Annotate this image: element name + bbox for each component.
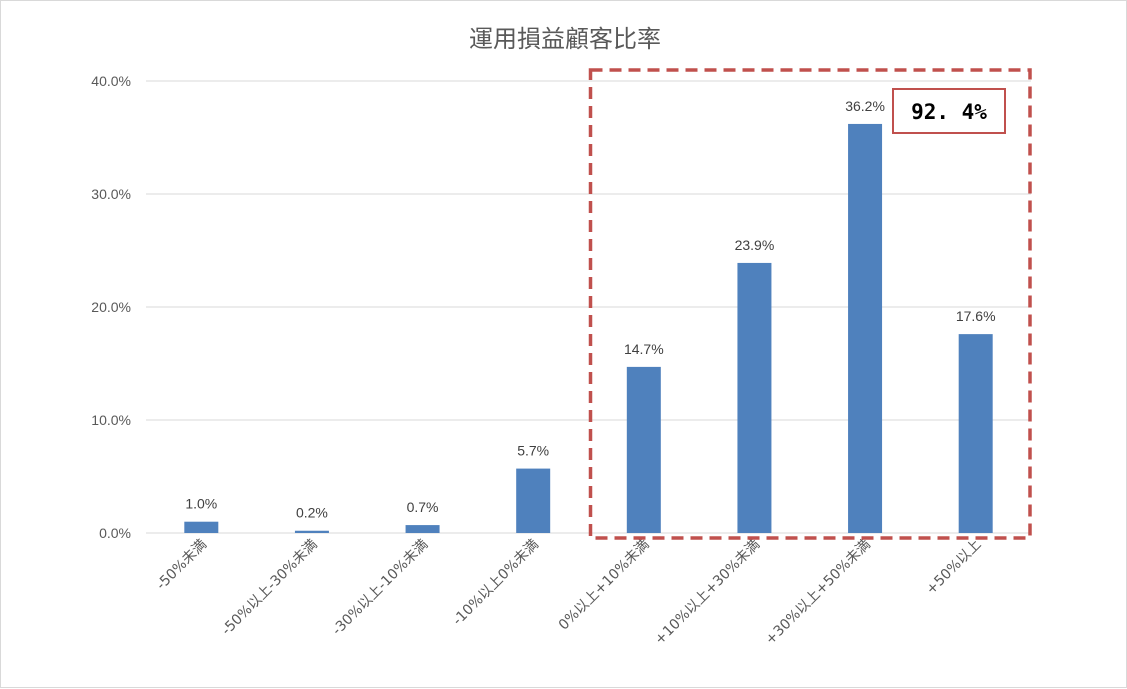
bar <box>405 525 440 533</box>
bar <box>184 521 219 533</box>
y-tick-label: 30.0% <box>91 186 131 202</box>
data-label: 0.2% <box>296 505 328 521</box>
highlight-total-callout <box>892 88 1006 134</box>
x-tick-label: -50%以上-30%未満 <box>219 537 321 639</box>
y-tick-label: 20.0% <box>91 299 131 315</box>
highlight-dashed-box <box>588 68 1032 540</box>
data-label: 17.6% <box>956 308 996 324</box>
y-tick-label: 0.0% <box>99 525 131 541</box>
data-label: 0.7% <box>407 499 439 515</box>
gridlines <box>146 80 1031 534</box>
y-tick-label: 40.0% <box>91 73 131 89</box>
data-label: 14.7% <box>624 341 664 357</box>
bar <box>516 468 551 533</box>
data-labels: 1.0% 0.2% 0.7% 5.7% 14.7% 23.9% 36.2% 17.6% <box>185 98 995 521</box>
data-label: 5.7% <box>517 443 549 459</box>
bar <box>737 262 772 533</box>
highlight-total-label: 92. 4% <box>911 100 987 124</box>
bars <box>184 123 993 533</box>
y-tick-label: 10.0% <box>91 412 131 428</box>
bar <box>958 334 993 533</box>
x-tick-label: 0%以上+10%未満 <box>556 537 653 634</box>
chart-title: 運用損益顧客比率 <box>469 25 661 53</box>
data-label: 23.9% <box>735 237 775 253</box>
x-axis: -50%未満 -50%以上-30%未満 -30%以上-10%未満 -10%以上0%未満… <box>153 537 984 649</box>
x-tick-label: +30%以上+50%未満 <box>762 537 874 649</box>
x-tick-label: +10%以上+30%未満 <box>652 537 764 649</box>
bar <box>626 366 661 533</box>
y-axis: 0.0% 10.0% 20.0% 30.0% 40.0% <box>91 73 131 541</box>
x-tick-label: -50%未満 <box>153 537 210 594</box>
bar <box>294 530 329 533</box>
data-label: 1.0% <box>185 496 217 512</box>
x-tick-label: -30%以上-10%未満 <box>329 537 431 639</box>
bar <box>848 123 883 533</box>
x-tick-label: -10%以上0%未満 <box>450 537 542 629</box>
data-label: 36.2% <box>845 98 885 114</box>
x-tick-label: +50%以上 <box>923 537 984 598</box>
